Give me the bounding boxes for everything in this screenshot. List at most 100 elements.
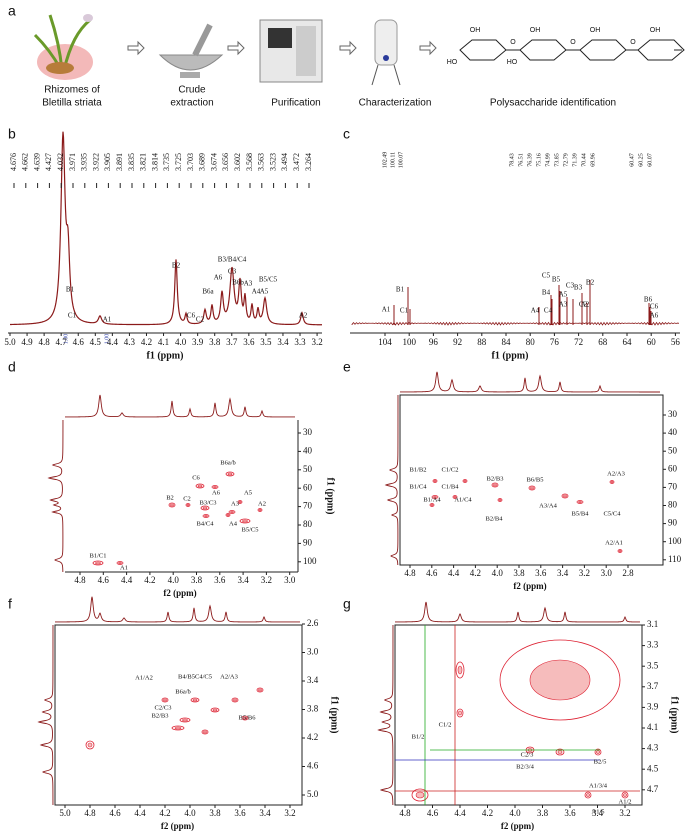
panel-label: f bbox=[8, 596, 12, 612]
x-axis-label: f2 (ppm) bbox=[163, 588, 196, 598]
cross-peak-label: B3/C3 bbox=[200, 499, 217, 506]
cross-peak bbox=[174, 726, 182, 730]
peak-value: 71.39 bbox=[572, 153, 578, 167]
cross-peak bbox=[617, 549, 623, 553]
cross-peak bbox=[168, 502, 176, 508]
cross-peak bbox=[621, 791, 629, 799]
structure-label: OH bbox=[530, 27, 541, 34]
cross-peak bbox=[116, 561, 124, 565]
peak-label: B3 bbox=[574, 284, 583, 292]
peak-value: 3.563 bbox=[257, 153, 266, 171]
cross-peak bbox=[228, 510, 236, 514]
cross-peak bbox=[557, 750, 563, 754]
cross-peak bbox=[529, 659, 591, 701]
peak-label: B2 bbox=[586, 279, 595, 287]
peak-value: 73.85 bbox=[554, 153, 560, 167]
y-tick-label: 4.5 bbox=[647, 763, 659, 773]
x-axis-label: f2 (ppm) bbox=[161, 821, 194, 831]
panel-label: e bbox=[343, 359, 351, 375]
cross-peak-label: B1/2 bbox=[412, 733, 425, 740]
y-tick-label: 4.2 bbox=[307, 732, 318, 742]
cross-peak-label: C2/C3 bbox=[155, 704, 172, 711]
spectrum-trace bbox=[9, 131, 323, 326]
cross-peak bbox=[455, 661, 465, 679]
cross-peak-label: B2/B3 bbox=[487, 475, 504, 482]
cross-peak-label: A6 bbox=[212, 489, 221, 496]
cross-peak-label: A1/2 bbox=[619, 798, 632, 805]
y-tick-label: 90 bbox=[303, 537, 313, 547]
peak-label: C3 bbox=[228, 268, 237, 276]
peak-value: 3.689 bbox=[198, 153, 207, 171]
peak-value: 78.43 bbox=[509, 153, 515, 167]
structure-label: OH bbox=[590, 27, 601, 34]
peak-label: C2 bbox=[196, 316, 205, 324]
cross-peak-label: B1/C4 bbox=[410, 483, 428, 490]
cross-peak bbox=[213, 485, 217, 489]
illustrations bbox=[33, 14, 685, 86]
peak-value: 3.674 bbox=[209, 153, 218, 171]
cross-peak bbox=[530, 486, 534, 490]
cross-peak bbox=[258, 688, 262, 692]
y-tick-label: 110 bbox=[668, 554, 682, 564]
y-tick-label: 80 bbox=[668, 500, 678, 510]
cross-peak bbox=[555, 748, 565, 756]
cross-peak bbox=[594, 748, 602, 756]
y-tick-label: 3.4 bbox=[307, 675, 319, 685]
y-tick-label: 30 bbox=[303, 427, 313, 437]
cross-peak-label: B4/B5C4/C5 bbox=[178, 673, 212, 680]
peak-label: A6 bbox=[650, 312, 659, 320]
x-tick-label: 84 bbox=[502, 337, 512, 347]
cross-peak bbox=[185, 503, 191, 507]
x-tick-label: 3.6 bbox=[243, 337, 255, 347]
peak-label: B6a bbox=[202, 288, 214, 296]
x-tick-label: 4.4 bbox=[454, 808, 466, 818]
x-tick-label: 4.0 bbox=[509, 808, 521, 818]
cross-peak-label: A2/A3 bbox=[607, 470, 625, 477]
cross-peak bbox=[257, 508, 263, 512]
cross-peak-label: A1/C4 bbox=[454, 496, 472, 503]
cross-peak-label: A4 bbox=[229, 520, 238, 527]
y-tick-label: 3.1 bbox=[647, 619, 658, 629]
peak-label: A2 bbox=[299, 312, 308, 320]
cross-peak-label: A5 bbox=[244, 489, 252, 496]
cross-peak bbox=[411, 788, 429, 802]
x-tick-label: 3.4 bbox=[237, 575, 249, 585]
cross-peak-label: B2/5 bbox=[594, 758, 607, 765]
cross-peak-label: B5/B6 bbox=[239, 714, 257, 721]
peak-label: B6 bbox=[644, 296, 653, 304]
structure-label: OH bbox=[470, 27, 481, 34]
y-tick-label: 60 bbox=[668, 463, 678, 473]
cross-peak bbox=[584, 791, 592, 799]
cross-peak bbox=[431, 495, 439, 499]
cross-peak bbox=[212, 708, 218, 712]
y-tick-label: 100 bbox=[668, 536, 682, 546]
spectrum-trace bbox=[54, 596, 300, 623]
cross-peak-label: C5/C4 bbox=[604, 510, 622, 517]
panel-label: a bbox=[8, 3, 16, 19]
peak-label: A3 bbox=[559, 301, 568, 309]
cross-peak bbox=[226, 513, 230, 517]
cross-peak-label: B6/B5 bbox=[527, 476, 544, 483]
spectrum-trace bbox=[37, 624, 54, 806]
step-label: extraction bbox=[170, 98, 213, 109]
cross-peak bbox=[463, 479, 467, 483]
x-tick-label: 3.0 bbox=[284, 575, 296, 585]
cross-peak bbox=[170, 503, 174, 507]
spectrum-trace bbox=[384, 395, 399, 566]
x-tick-label: 3.2 bbox=[579, 568, 590, 578]
x-tick-label: 3.2 bbox=[619, 808, 630, 818]
y-tick-label: 3.8 bbox=[307, 704, 319, 714]
cross-peak bbox=[430, 503, 434, 507]
peak-value: 4.427 bbox=[44, 153, 53, 171]
peak-value: 3.602 bbox=[233, 153, 242, 171]
peak-value: 60.07 bbox=[647, 153, 653, 167]
cross-peak bbox=[203, 730, 207, 734]
peak-value: 3.814 bbox=[150, 153, 159, 171]
peak-value: 60.47 bbox=[629, 153, 635, 167]
peak-value: 3.821 bbox=[139, 153, 148, 171]
peak-label: A2 bbox=[581, 301, 590, 309]
x-tick-label: 4.8 bbox=[404, 568, 416, 578]
peak-label: C5 bbox=[542, 272, 551, 280]
x-axis-label: f1 (ppm) bbox=[492, 350, 529, 361]
cross-peak-label: A3 bbox=[231, 500, 239, 507]
